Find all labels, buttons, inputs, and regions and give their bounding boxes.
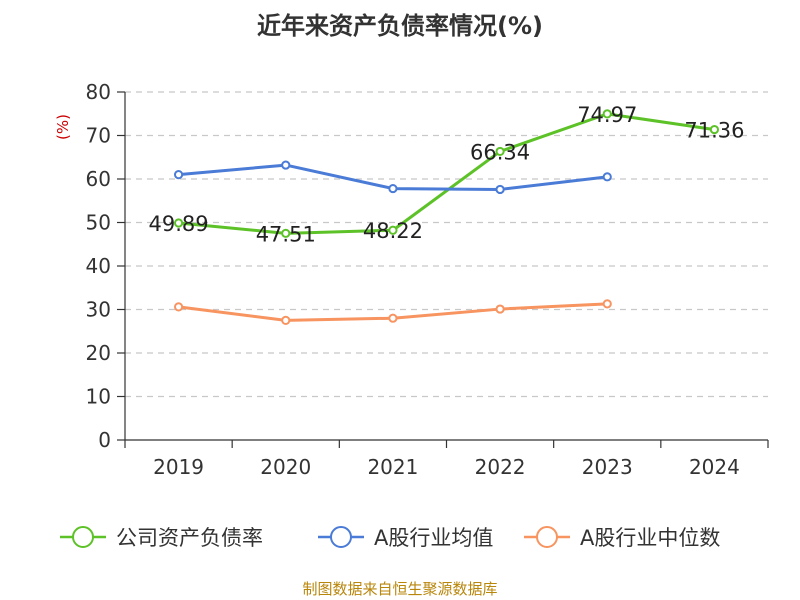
y-tick-label: 0 [98, 428, 111, 452]
x-tick-label: 2019 [153, 455, 204, 479]
data-point-industry_median [281, 315, 291, 325]
y-tick-label: 80 [86, 80, 111, 104]
data-label: 66.34 [470, 140, 530, 164]
data-label: 47.51 [256, 222, 316, 246]
data-point-industry_avg [495, 184, 505, 195]
data-point-company [495, 146, 505, 157]
series-line-company [178, 112, 715, 235]
data-point-industry_median [173, 302, 184, 312]
x-tick-label: 2023 [582, 455, 633, 479]
data-point-company [281, 228, 291, 238]
data-point-industry_median [388, 313, 398, 323]
x-tick-label: 2021 [367, 455, 418, 479]
legend-marker-industry_median [536, 526, 558, 548]
data-label: 49.89 [149, 212, 209, 236]
y-axis-label: (%) [54, 114, 72, 140]
y-tick-label: 10 [86, 385, 111, 409]
x-tick-label: 2022 [475, 455, 526, 479]
data-point-company [173, 218, 184, 228]
data-point-company [388, 225, 398, 235]
data-point-industry_avg [173, 170, 184, 180]
legend-marker-industry_avg [330, 526, 352, 548]
y-tick-label: 30 [86, 298, 111, 322]
y-tick-label: 60 [86, 167, 111, 191]
data-point-industry_median [602, 299, 612, 309]
data-point-industry_avg [388, 183, 398, 194]
data-point-industry_avg [281, 160, 291, 170]
data-point-industry_avg [602, 172, 612, 182]
data-point-company [709, 124, 720, 135]
y-tick-label: 40 [86, 254, 111, 278]
data-label: 74.97 [577, 103, 637, 127]
y-tick-label: 70 [86, 124, 111, 148]
legend-label-industry_median: A股行业中位数 [580, 526, 720, 550]
x-tick-label: 2020 [260, 455, 311, 479]
legend-label-company: 公司资产负债率 [116, 526, 263, 550]
x-tick-label: 2024 [689, 455, 740, 479]
data-point-industry_median [495, 304, 505, 314]
data-label: 71.36 [684, 119, 744, 143]
legend-marker-company [72, 526, 94, 548]
legend-label-industry_avg: A股行业均值 [374, 526, 493, 550]
chart-title: 近年来资产负债率情况(%) [257, 12, 543, 40]
data-label: 48.22 [363, 219, 423, 243]
y-tick-label: 20 [86, 341, 111, 365]
y-tick-label: 50 [86, 211, 111, 235]
data-point-company [602, 109, 612, 119]
data-source-note: 制图数据来自恒生聚源数据库 [302, 580, 498, 598]
